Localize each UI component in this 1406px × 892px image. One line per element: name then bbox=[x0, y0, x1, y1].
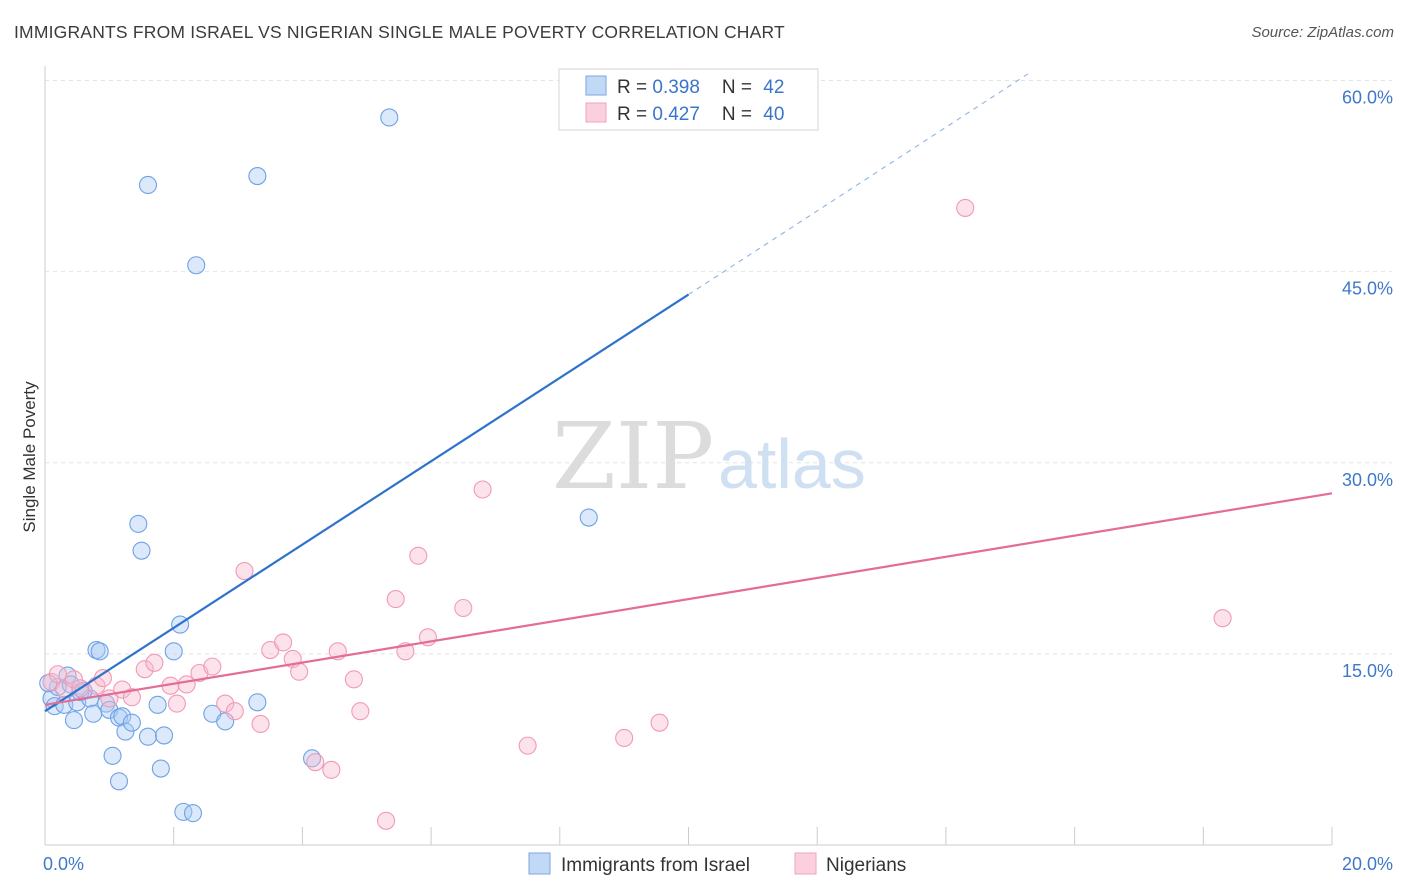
point-nigerians bbox=[203, 657, 222, 676]
point-nigerians bbox=[1213, 609, 1232, 628]
point-israel bbox=[116, 722, 135, 741]
legend-swatch-israel bbox=[528, 852, 551, 875]
stats-r-label-nigerians: R = bbox=[617, 104, 652, 125]
legend-label-israel: Immigrants from Israel bbox=[561, 855, 750, 876]
axes-layer bbox=[44, 66, 1333, 846]
watermark-zip: ZIP bbox=[552, 403, 714, 510]
point-nigerians bbox=[409, 546, 428, 565]
point-israel bbox=[148, 695, 167, 714]
trend-layer bbox=[44, 72, 1333, 713]
point-israel bbox=[113, 707, 132, 726]
point-israel bbox=[183, 804, 203, 823]
point-nigerians bbox=[167, 694, 186, 713]
point-nigerians bbox=[377, 811, 396, 830]
point-nigerians bbox=[145, 653, 164, 672]
y-tick-label: 60.0% bbox=[1342, 88, 1393, 108]
trendline-nigerians bbox=[44, 492, 1333, 706]
point-nigerians bbox=[216, 694, 235, 713]
chart-source: Source: ZipAtlas.com bbox=[1251, 24, 1394, 41]
point-israel bbox=[109, 772, 129, 791]
point-israel bbox=[187, 256, 206, 275]
point-nigerians bbox=[351, 702, 370, 721]
point-israel bbox=[103, 746, 122, 765]
point-israel bbox=[132, 541, 151, 560]
grid-layer bbox=[45, 80, 1392, 655]
stats-r-label-israel: R = bbox=[617, 77, 652, 98]
point-nigerians bbox=[122, 688, 141, 707]
point-israel bbox=[90, 642, 109, 661]
chart-title: IMMIGRANTS FROM ISRAEL VS NIGERIAN SINGL… bbox=[14, 22, 785, 42]
point-nigerians bbox=[225, 702, 244, 721]
stats-legend: R = 0.398 N = 42 R = 0.427 N = 40 bbox=[558, 68, 819, 131]
point-israel bbox=[174, 802, 193, 821]
point-israel bbox=[64, 711, 84, 730]
point-israel bbox=[122, 713, 141, 732]
stats-n-value-nigerians: 40 bbox=[763, 104, 784, 125]
stats-swatch-nigerians bbox=[585, 102, 607, 123]
point-israel bbox=[129, 514, 148, 533]
point-nigerians bbox=[48, 665, 67, 684]
watermark-atlas: atlas bbox=[718, 425, 866, 503]
y-tick-label: 45.0% bbox=[1342, 279, 1393, 299]
points-layer bbox=[39, 108, 1232, 830]
point-nigerians bbox=[290, 662, 309, 681]
watermark: ZIP atlas bbox=[552, 403, 866, 510]
stats-n-label-israel: N = bbox=[722, 77, 757, 98]
point-israel bbox=[138, 727, 158, 746]
point-nigerians bbox=[251, 714, 270, 734]
point-israel bbox=[138, 175, 158, 195]
trendline-israel bbox=[44, 293, 690, 713]
y-tick-label: 30.0% bbox=[1342, 470, 1393, 490]
point-nigerians bbox=[235, 562, 254, 581]
stats-r-value-nigerians: 0.427 bbox=[652, 104, 700, 125]
point-nigerians bbox=[615, 728, 634, 748]
y-axis-label: Single Male Poverty bbox=[20, 381, 39, 533]
point-israel bbox=[579, 508, 598, 527]
point-israel bbox=[248, 693, 267, 712]
point-israel bbox=[380, 108, 399, 127]
stats-row-nigerians: R = 0.427 N = 40 bbox=[617, 104, 784, 125]
point-nigerians bbox=[322, 760, 341, 779]
point-israel bbox=[164, 642, 183, 661]
point-nigerians bbox=[274, 633, 293, 652]
point-nigerians bbox=[518, 736, 537, 755]
point-nigerians bbox=[306, 753, 325, 772]
stats-swatch-israel bbox=[585, 75, 607, 96]
x-tick-label: 0.0% bbox=[43, 854, 84, 874]
legend-swatch-nigerians bbox=[794, 852, 817, 875]
point-nigerians bbox=[386, 590, 405, 609]
point-israel bbox=[151, 759, 170, 778]
point-nigerians bbox=[135, 660, 154, 679]
x-tick-label: 20.0% bbox=[1342, 854, 1393, 874]
point-nigerians bbox=[64, 670, 84, 689]
point-nigerians bbox=[473, 480, 492, 499]
point-nigerians bbox=[344, 670, 363, 689]
ticks-layer: 15.0% 30.0% 45.0% 60.0% 0.0% 20.0% bbox=[43, 88, 1393, 875]
point-israel bbox=[248, 167, 267, 186]
stats-row-israel: R = 0.398 N = 42 bbox=[617, 77, 784, 98]
stats-r-value-israel: 0.398 bbox=[652, 77, 700, 98]
series-legend: Immigrants from Israel Nigerians bbox=[528, 852, 906, 876]
stats-n-label-nigerians: N = bbox=[722, 104, 757, 125]
stats-n-value-israel: 42 bbox=[763, 77, 784, 98]
point-nigerians bbox=[650, 713, 669, 732]
trendline-israel-extension bbox=[688, 72, 1030, 296]
y-tick-label: 15.0% bbox=[1342, 661, 1393, 681]
point-israel bbox=[154, 726, 174, 745]
point-nigerians bbox=[956, 198, 975, 217]
point-nigerians bbox=[454, 598, 473, 618]
legend-label-nigerians: Nigerians bbox=[826, 855, 906, 876]
